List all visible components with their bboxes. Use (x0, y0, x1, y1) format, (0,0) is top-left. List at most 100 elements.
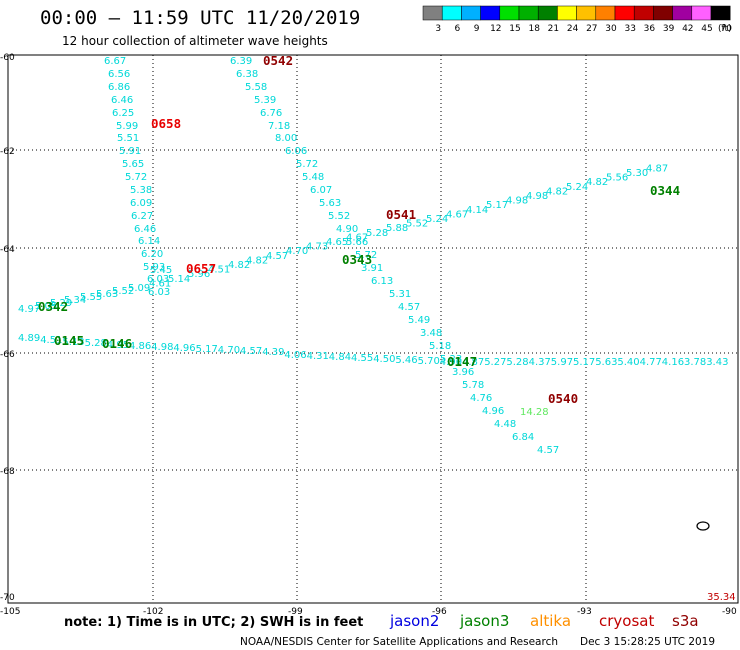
wave-height-label: 5.34 (64, 295, 86, 306)
colorbar-label: 18 (528, 24, 540, 34)
wave-height-label: 3.91 (361, 263, 383, 274)
colorbar-label: 30 (605, 24, 617, 34)
wave-height-label: 5.45 (150, 265, 172, 276)
wave-height-label: 4.51 (40, 335, 62, 346)
wave-height-label: 5.29 (50, 298, 72, 309)
wave-height-label: 6.03 (147, 274, 169, 285)
wave-height-label: 4.98 (526, 191, 548, 202)
lat-label: -64 (0, 245, 15, 255)
wave-height-label: 4.90 (336, 224, 358, 235)
wave-height-label: 5.93 (143, 262, 165, 273)
wave-height-label: 5.49 (408, 315, 430, 326)
pass-label: 0540 (548, 391, 578, 406)
wave-height-label: 5.18 (429, 341, 451, 352)
wave-height-label: 5.30 (626, 168, 648, 179)
map-frame (7, 54, 739, 604)
wave-height-label: 4.87 (646, 163, 668, 174)
wave-height-label: 6.67 (104, 56, 126, 67)
wave-height-label: 6.06 (285, 146, 307, 157)
colorbar-label: 33 (624, 24, 635, 34)
wave-height-label: 6.46 (134, 224, 156, 235)
lat-label: -70 (0, 593, 15, 603)
wave-height-label: 6.86 (108, 82, 130, 93)
wave-height-label: 4.82 (246, 255, 268, 266)
colorbar-swatch (422, 5, 443, 21)
colorbar-swatch (653, 5, 673, 21)
colorbar-unit: (ft) (718, 24, 732, 34)
colorbar-label: 24 (567, 24, 579, 34)
wave-height-label: 5.51 (117, 133, 139, 144)
colorbar-swatch (499, 5, 520, 21)
wave-height-label: 4.82 (228, 260, 250, 271)
wave-height-label: 4.37 (529, 357, 551, 368)
corner-value: 35.34 (707, 592, 736, 603)
page-subtitle: 12 hour collection of altimeter wave hei… (62, 34, 328, 48)
lat-label: -68 (0, 467, 15, 477)
island-outline (696, 521, 710, 531)
legend-altika: altika (530, 612, 571, 630)
pass-label: 0343 (342, 252, 372, 267)
lon-axis-labels: -105 -102 -99 -96 -93 -90 (0, 607, 737, 617)
footer-timestamp: Dec 3 15:28:25 UTC 2019 (580, 636, 715, 648)
pass-label: 0344 (650, 183, 680, 198)
wave-height-label: 5.91 (119, 146, 141, 157)
wave-height-label: 6.13 (371, 276, 393, 287)
wave-height-label: 5.24 (426, 214, 448, 225)
wave-height-label: 4.90 (440, 357, 462, 368)
wave-height-label: 5.72 (125, 172, 147, 183)
wave-height-label: 5.40 (617, 357, 639, 368)
wave-height-label: 5.72 (296, 159, 318, 170)
wave-height-label: 5.88 (386, 223, 408, 234)
wave-height-label: 3.43 (706, 357, 728, 368)
wave-height-label: 5.09 (128, 283, 150, 294)
wave-height-label: 5.17 (573, 357, 595, 368)
wave-height-label: 5.24 (566, 182, 588, 193)
lon-label: -102 (143, 607, 163, 617)
wave-height-label: 4.51 (208, 265, 230, 276)
lat-label: -62 (0, 147, 15, 157)
wave-height-label: 5.28 (506, 357, 528, 368)
pass-label: 0658 (151, 116, 181, 131)
page-title: 00:00 – 11:59 UTC 11/20/2019 (40, 7, 360, 29)
wave-height-label: 3.78 (684, 357, 706, 368)
pass-label: 0542 (263, 53, 293, 68)
colorbar-label: 6 (455, 24, 461, 34)
lat-label: -60 (0, 53, 15, 63)
wave-height-label: 4.77 (640, 357, 662, 368)
wave-height-label: 4.16 (662, 357, 684, 368)
wave-height-label: 4.57 (398, 302, 420, 313)
pass-label: 0541 (386, 207, 416, 222)
colorbar-swatch (557, 5, 577, 21)
wave-height-label: 5.66 (346, 237, 368, 248)
wave-height-label: 4.70 (218, 345, 240, 356)
wave-height-label: 6.20 (141, 249, 163, 260)
lon-label: -96 (432, 607, 447, 617)
wave-height-label: 5.46 (395, 355, 417, 366)
wave-height-label: 5.78 (462, 380, 484, 391)
lon-label: -105 (0, 607, 20, 617)
wave-height-label: 4.48 (494, 419, 516, 430)
wave-height-label: 5.52 (112, 286, 134, 297)
colorbar-swatch (441, 5, 462, 21)
wave-height-label: 5.14 (168, 274, 190, 285)
wave-height-label: 4.55 (351, 353, 373, 364)
footer-credit: NOAA/NESDIS Center for Satellite Applica… (240, 636, 558, 648)
wave-height-label: 5.05 (35, 301, 57, 312)
wave-height-label: 5.31 (389, 289, 411, 300)
wave-height-label: 5.65 (122, 159, 144, 170)
wave-height-label: 5.55 (80, 292, 102, 303)
colorbar-swatch (614, 5, 635, 21)
grid (8, 55, 738, 603)
wave-height-label: 6.46 (111, 95, 133, 106)
wave-height-label: 5.23 (440, 354, 462, 365)
wave-height-label: 6.27 (131, 211, 153, 222)
pass-label: 0146 (102, 336, 132, 351)
colorbar-label: 12 (490, 24, 501, 34)
colorbar-label: 15 (509, 24, 520, 34)
colorbar-swatch (537, 5, 558, 21)
wave-height-label: 4.50 (373, 354, 395, 365)
lon-label: -99 (288, 607, 303, 617)
wave-height-label: 4.67 (346, 232, 368, 243)
wave-height-label: 6.14 (138, 236, 160, 247)
